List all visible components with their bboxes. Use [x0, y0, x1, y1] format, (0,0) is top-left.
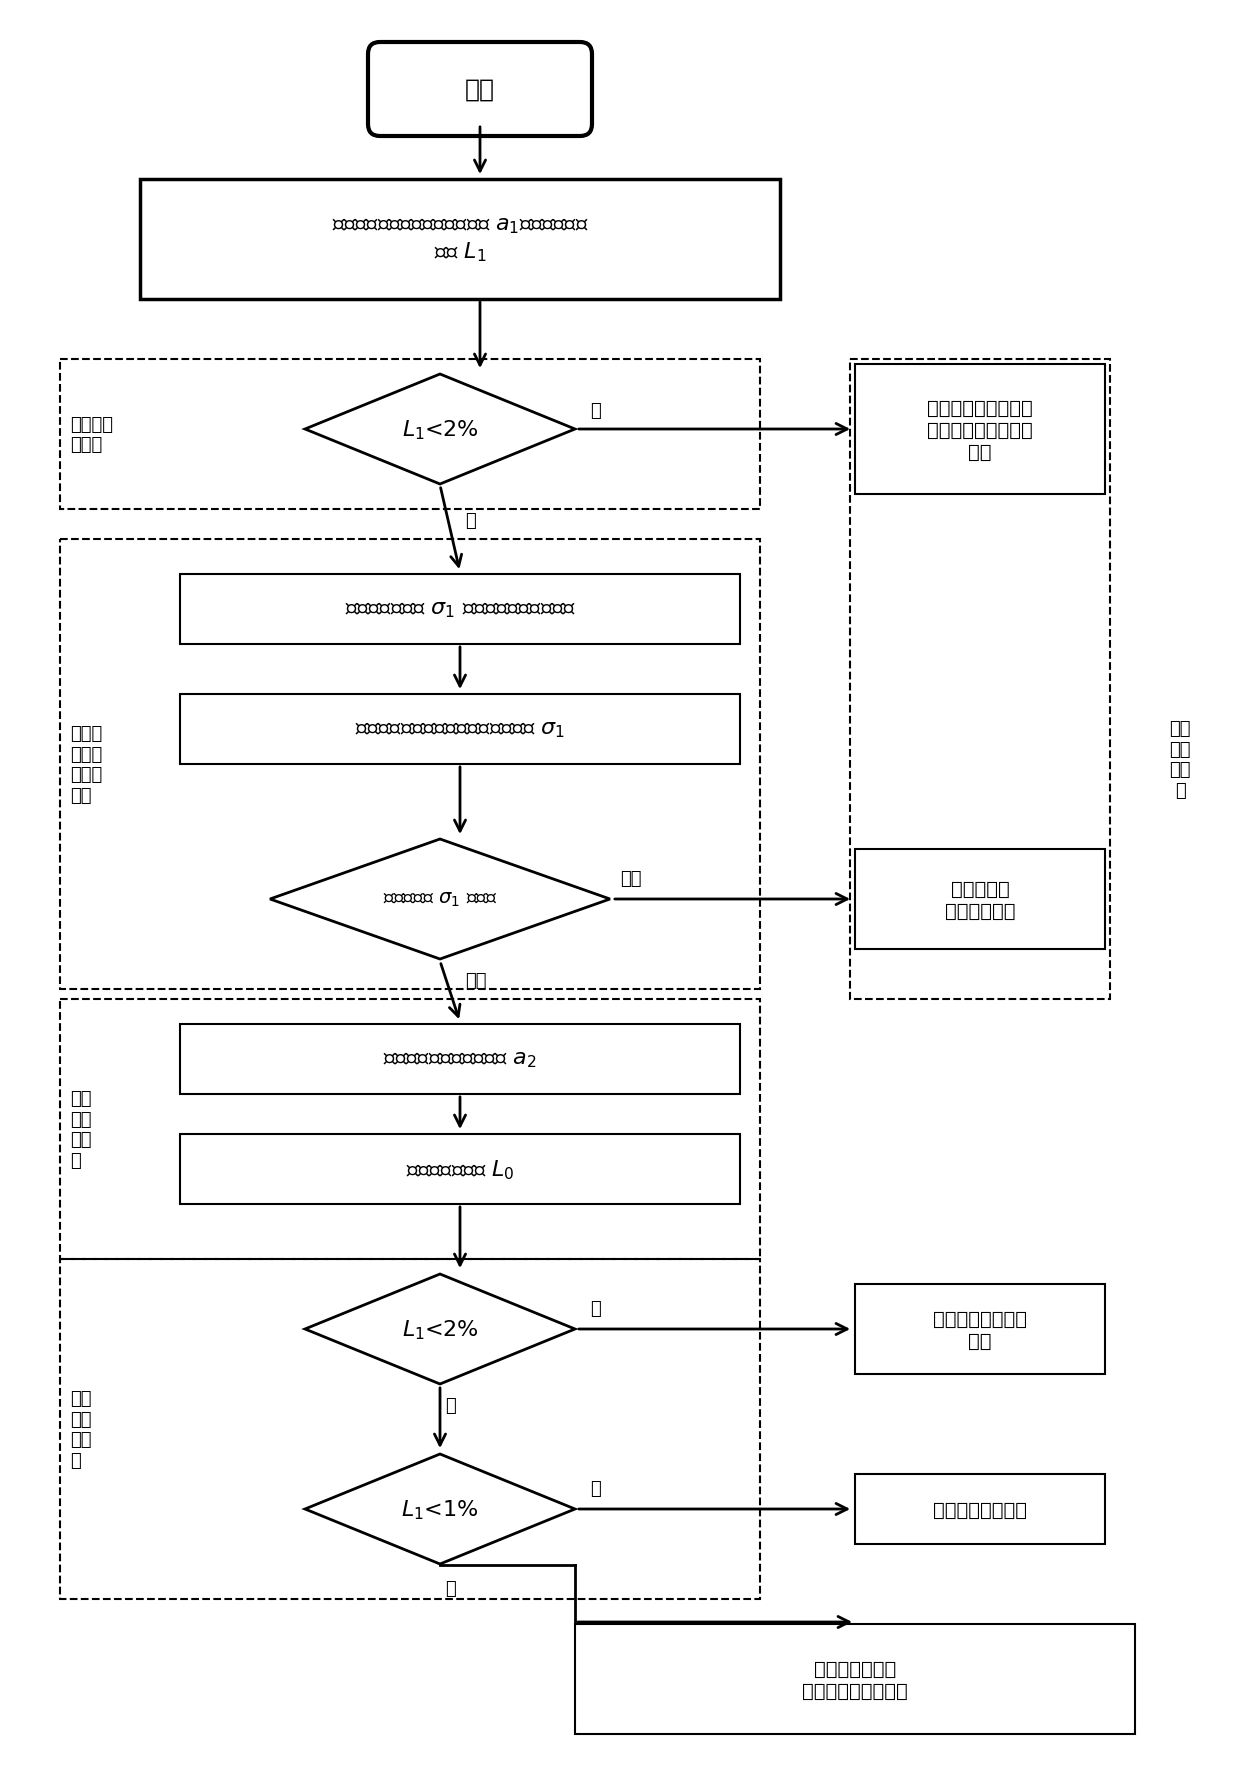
Text: 年内安排大修或者
中修: 年内安排大修或者 中修 — [932, 1308, 1027, 1349]
Text: $L_1$<2%: $L_1$<2% — [402, 418, 479, 441]
Text: 最大主应力 $\sigma_1$ 的符号: 最大主应力 $\sigma_1$ 的符号 — [383, 890, 497, 910]
Text: 缺陷评定
服务器: 缺陷评定 服务器 — [69, 415, 113, 454]
Text: 否: 否 — [445, 1579, 456, 1597]
Bar — [180, 694, 740, 765]
Text: 否: 否 — [590, 1299, 600, 1317]
Text: $L_1$<2%: $L_1$<2% — [402, 1317, 479, 1340]
Text: 缺陷
评定
服务
器: 缺陷 评定 服务 器 — [69, 1388, 92, 1468]
Text: 负号: 负号 — [620, 869, 641, 888]
FancyBboxPatch shape — [368, 43, 591, 137]
Polygon shape — [305, 376, 575, 484]
Text: 计算当前深度比 $L_0$: 计算当前深度比 $L_0$ — [405, 1157, 515, 1182]
Text: 人工智
能应力
计算服
务器: 人工智 能应力 计算服 务器 — [69, 724, 102, 805]
Text: 立刻对裂纹进行处理
或年内安排大修或者
中修: 立刻对裂纹进行处理 或年内安排大修或者 中修 — [928, 399, 1033, 461]
Bar — [575, 1623, 1135, 1734]
Text: 计算启停过程裂纹扩展量 $a_2$: 计算启停过程裂纹扩展量 $a_2$ — [383, 1050, 537, 1070]
Text: 开始: 开始 — [465, 78, 495, 101]
Text: 是: 是 — [445, 1396, 456, 1413]
Text: 建立最大主应力 $\sigma_1$ 与热力参数的映射关系: 建立最大主应力 $\sigma_1$ 与热力参数的映射关系 — [345, 600, 575, 619]
Bar — [180, 575, 740, 644]
Polygon shape — [305, 1454, 575, 1565]
Text: 寿命
计算
服务
器: 寿命 计算 服务 器 — [69, 1089, 92, 1169]
Text: 按照计划进行启停: 按照计划进行启停 — [932, 1501, 1027, 1518]
Text: 是: 是 — [465, 511, 476, 530]
Bar — [60, 360, 760, 509]
Text: 否: 否 — [590, 402, 600, 420]
Bar — [60, 539, 760, 990]
Bar — [856, 849, 1105, 949]
Bar — [856, 1474, 1105, 1543]
Text: 需要制定计划，
控制汽轮机的启停次: 需要制定计划， 控制汽轮机的启停次 — [802, 1659, 908, 1700]
Bar — [60, 1258, 760, 1598]
Text: $L_1$<1%: $L_1$<1% — [402, 1497, 479, 1520]
Bar — [180, 1025, 740, 1095]
Bar — [60, 999, 760, 1258]
Polygon shape — [305, 1274, 575, 1385]
Text: 检修
管理
服务
器: 检修 管理 服务 器 — [1169, 719, 1190, 799]
Text: 在线计算裂纹所在部位的最大主应力 $\sigma_1$: 在线计算裂纹所在部位的最大主应力 $\sigma_1$ — [355, 719, 565, 739]
Bar — [856, 365, 1105, 495]
Bar — [180, 1134, 740, 1205]
Polygon shape — [270, 840, 610, 959]
Bar — [856, 1285, 1105, 1374]
Text: 输入产生裂纹的部位和裂纹深度 $a_1$，计算裂纹深
度比 $L_1$: 输入产生裂纹的部位和裂纹深度 $a_1$，计算裂纹深 度比 $L_1$ — [331, 217, 588, 263]
Bar — [140, 180, 780, 299]
Text: 是: 是 — [590, 1479, 600, 1497]
Text: 正号: 正号 — [465, 972, 486, 990]
Text: 正常启停，
裂纹无需处理: 正常启停， 裂纹无需处理 — [945, 879, 1016, 920]
Bar — [849, 360, 1110, 999]
